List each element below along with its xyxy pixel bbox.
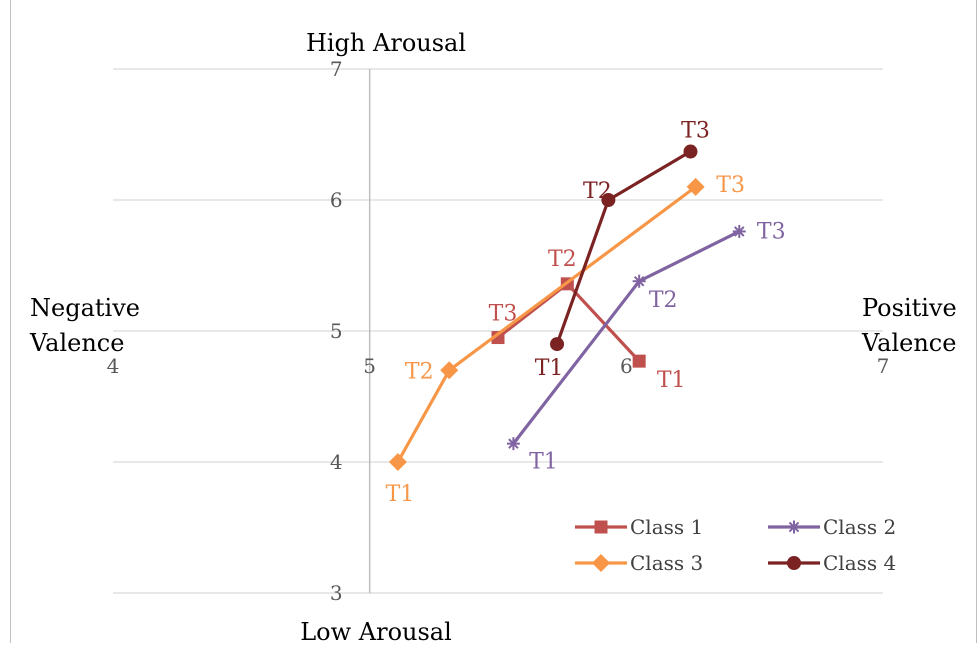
axis-title-top: High Arousal <box>306 29 466 57</box>
data-label-class4-t2: T2 <box>583 179 612 204</box>
data-label-class4-t3: T3 <box>681 119 710 144</box>
x-tick-label-5: 5 <box>363 354 376 378</box>
data-point-class2-t2 <box>632 274 646 288</box>
data-label-class1-t2: T2 <box>548 247 577 272</box>
data-point-class3-t2 <box>440 361 459 380</box>
x-tick-label-6: 6 <box>620 354 633 378</box>
series-line-3 <box>396 185 697 463</box>
data-label-class2-t1: T1 <box>529 450 558 475</box>
x-tick-label-4: 4 <box>107 354 120 378</box>
data-label-class1-t3: T3 <box>489 302 518 327</box>
axis-title-left-line2: Valence <box>29 329 124 357</box>
series-line-4 <box>555 150 692 345</box>
series-layer <box>388 144 746 471</box>
series-class-2 <box>506 224 746 451</box>
legend-item-class-3: Class 3 <box>575 551 703 575</box>
tick-layer: 3 4 5 6 7 4 5 6 7 <box>107 57 890 605</box>
axis-title-left-line1: Negative <box>30 294 140 322</box>
data-label-class2-t3: T3 <box>757 219 786 244</box>
series-class-3 <box>388 177 705 471</box>
data-label-class4-t1: T1 <box>535 356 564 381</box>
data-point-class4-t3 <box>683 144 698 159</box>
data-point-class2-t3 <box>732 224 746 238</box>
x-tick-label-7: 7 <box>877 354 890 378</box>
axis-title-right-line2: Valence <box>861 329 956 357</box>
data-label-class3-t1: T1 <box>386 482 415 507</box>
series-class-4 <box>550 144 698 352</box>
legend-label: Class 3 <box>630 551 703 575</box>
series-line-1 <box>497 282 641 363</box>
data-point-class1-t3 <box>491 331 505 345</box>
y-tick-label-3: 3 <box>330 581 343 605</box>
data-point-class4-t1 <box>550 337 565 352</box>
data-point-class1-t1 <box>632 354 646 368</box>
data-point-class4-t2 <box>601 193 616 207</box>
legend-label: Class 2 <box>823 515 896 539</box>
legend-swatch-marker <box>787 556 801 570</box>
data-point-class2-t1 <box>506 437 520 451</box>
grid-layer <box>113 68 883 594</box>
legend-item-class-2: Class 2 <box>768 515 896 539</box>
legend-label: Class 1 <box>630 515 703 539</box>
point-label-layer: T1 T2 T3 T1 T2 T3 T1 T2 T3 T1 T2 T3 <box>386 119 786 507</box>
y-tick-label-6: 6 <box>330 188 343 212</box>
data-label-class2-t2: T2 <box>649 288 678 313</box>
y-tick-label-7: 7 <box>330 57 343 81</box>
legend-swatch-marker <box>787 520 801 534</box>
data-label-class3-t2: T2 <box>405 359 434 384</box>
data-label-class1-t1: T1 <box>657 368 686 393</box>
data-point-class3-t1 <box>388 453 407 471</box>
chart-frame <box>10 0 977 643</box>
legend-swatch-marker <box>592 554 610 572</box>
data-label-class3-t3: T3 <box>716 173 745 198</box>
legend-swatch-marker <box>594 520 608 534</box>
data-point-class3-t3 <box>686 177 705 196</box>
legend: Class 1 Class 2 Class 3 Class 4 <box>575 515 896 575</box>
legend-item-class-4: Class 4 <box>768 551 896 575</box>
legend-item-class-1: Class 1 <box>575 515 703 539</box>
axis-title-bottom: Low Arousal <box>300 618 452 645</box>
y-tick-label-5: 5 <box>330 319 343 343</box>
y-tick-label-4: 4 <box>330 450 343 474</box>
axis-title-right-line1: Positive <box>862 294 957 322</box>
legend-label: Class 4 <box>823 551 896 575</box>
